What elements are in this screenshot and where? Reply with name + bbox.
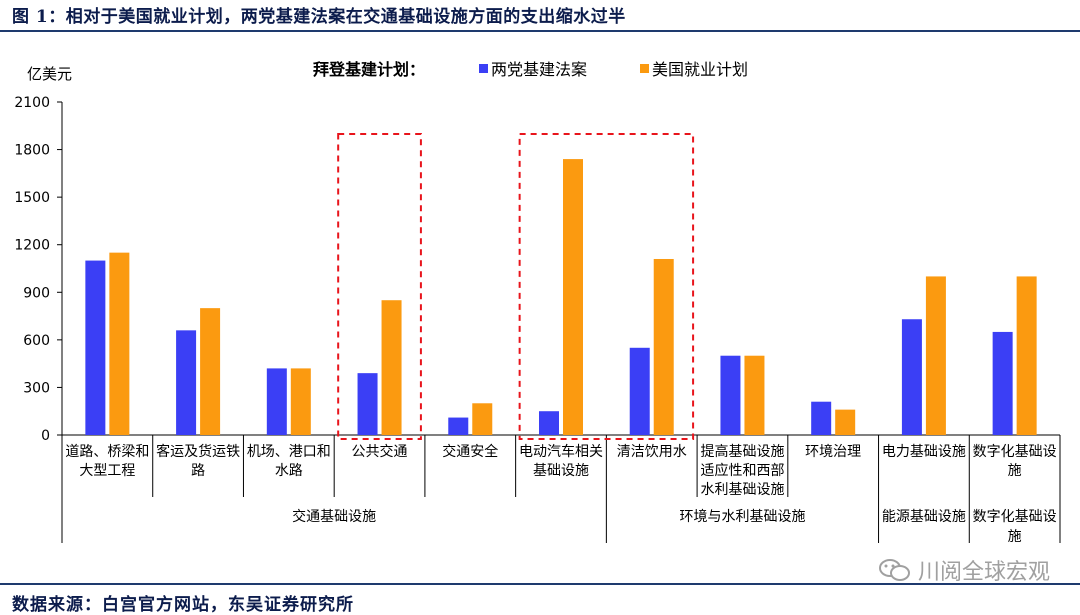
wechat-icon xyxy=(878,559,910,581)
category-label: 交通安全 xyxy=(442,443,498,460)
y-tick-label: 1800 xyxy=(14,143,50,159)
category-label: 施 xyxy=(1008,463,1022,479)
legend-label: 美国就业计划 xyxy=(652,60,748,79)
bar-jobs-plan xyxy=(653,258,674,435)
category-label: 清洁饮用水 xyxy=(617,444,687,460)
y-tick-label: 1200 xyxy=(14,238,50,254)
y-axis-label: 亿美元 xyxy=(27,65,72,83)
bar-bipartisan xyxy=(720,355,741,435)
y-tick-label: 1500 xyxy=(14,190,50,206)
figure-title: 图 1：相对于美国就业计划，两党基建法案在交通基础设施方面的支出缩水过半 xyxy=(12,7,626,27)
watermark: 川阅全球宏观 xyxy=(878,554,1050,586)
bar-bipartisan xyxy=(448,417,469,435)
bar-bipartisan xyxy=(629,347,650,435)
category-label: 机场、港口和 xyxy=(247,444,331,460)
bar-bipartisan xyxy=(539,411,559,435)
bar-jobs-plan xyxy=(200,308,221,435)
category-label: 适应性和西部 xyxy=(700,462,784,479)
category-label: 客运及货运铁 xyxy=(156,443,240,460)
category-label: 道路、桥梁和 xyxy=(65,444,149,460)
group-label: 施 xyxy=(1008,529,1022,545)
y-tick-label: 900 xyxy=(23,285,50,301)
bar-jobs-plan xyxy=(109,252,130,435)
category-label: 水利基础设施 xyxy=(700,481,784,498)
bar-jobs-plan xyxy=(381,300,402,435)
title-rule xyxy=(0,30,1080,32)
y-tick-label: 0 xyxy=(41,428,50,444)
bar-jobs-plan xyxy=(563,159,583,436)
bar-bipartisan xyxy=(266,368,287,435)
bar-bipartisan xyxy=(85,260,106,435)
group-label: 交通基础设施 xyxy=(292,508,376,525)
category-label: 路 xyxy=(191,463,205,479)
highlight-box xyxy=(337,133,422,440)
bar-bipartisan xyxy=(992,331,1013,435)
y-tick-label: 300 xyxy=(23,380,50,396)
legend-swatch xyxy=(479,64,488,73)
bar-jobs-plan xyxy=(925,276,946,435)
bar-jobs-plan xyxy=(744,355,765,435)
group-label: 能源基础设施 xyxy=(882,508,966,525)
bar-bipartisan xyxy=(357,373,378,435)
category-label: 数字化基础设 xyxy=(973,443,1057,460)
bar-bipartisan xyxy=(811,401,832,435)
bar-jobs-plan xyxy=(472,403,493,435)
bar-jobs-plan xyxy=(1016,276,1037,435)
legend-title: 拜登基建计划： xyxy=(313,60,425,79)
legend-swatch xyxy=(640,64,649,73)
group-label: 数字化基础设 xyxy=(973,508,1057,525)
category-label: 基础设施 xyxy=(533,462,589,479)
bar-jobs-plan xyxy=(290,368,311,435)
category-label: 电力基础设施 xyxy=(882,443,966,460)
bar-bipartisan xyxy=(176,330,197,435)
y-tick-label: 2100 xyxy=(14,95,50,111)
bar-bipartisan xyxy=(901,319,922,435)
highlight-box xyxy=(518,133,695,440)
category-label: 提高基础设施 xyxy=(700,443,784,460)
category-label: 大型工程 xyxy=(79,463,135,479)
category-label: 公共交通 xyxy=(352,443,408,460)
data-source: 数据来源：白宫官方网站，东吴证券研究所 xyxy=(12,595,354,615)
legend-label: 两党基建法案 xyxy=(491,60,587,79)
watermark-text: 川阅全球宏观 xyxy=(917,560,1050,585)
category-label: 环境治理 xyxy=(805,444,861,460)
bottom-rule xyxy=(0,583,1080,585)
bar-jobs-plan xyxy=(835,409,856,435)
category-label: 水路 xyxy=(275,463,303,479)
group-label: 环境与水利基础设施 xyxy=(679,508,805,525)
category-label: 电动汽车相关 xyxy=(519,443,603,460)
y-tick-label: 600 xyxy=(23,333,50,349)
